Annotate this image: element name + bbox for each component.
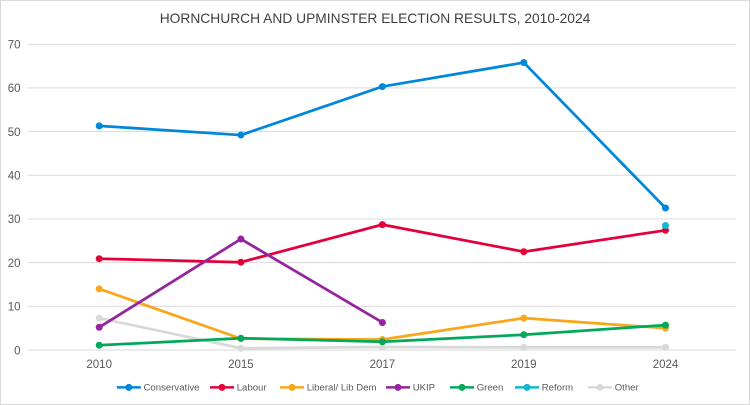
svg-text:Green: Green	[477, 382, 504, 393]
svg-text:2015: 2015	[228, 359, 254, 371]
svg-text:2019: 2019	[511, 359, 537, 371]
svg-text:20: 20	[8, 258, 21, 270]
svg-text:10: 10	[8, 302, 21, 314]
svg-text:Labour: Labour	[237, 382, 268, 393]
svg-text:UKIP: UKIP	[413, 382, 435, 393]
svg-text:HORNCHURCH AND UPMINSTER ELECT: HORNCHURCH AND UPMINSTER ELECTION RESULT…	[160, 11, 591, 26]
svg-text:70: 70	[8, 40, 21, 52]
svg-text:Reform: Reform	[542, 382, 573, 393]
svg-text:30: 30	[8, 214, 21, 226]
svg-text:2017: 2017	[370, 359, 396, 371]
svg-text:0: 0	[14, 345, 20, 357]
svg-text:Liberal/ Lib Dem: Liberal/ Lib Dem	[307, 382, 377, 393]
svg-text:40: 40	[8, 171, 21, 183]
svg-text:60: 60	[8, 83, 21, 95]
svg-text:Conservative: Conservative	[144, 382, 200, 393]
svg-text:2010: 2010	[86, 359, 112, 371]
svg-text:Other: Other	[615, 382, 640, 393]
svg-text:50: 50	[8, 127, 21, 139]
svg-text:2024: 2024	[653, 359, 679, 371]
